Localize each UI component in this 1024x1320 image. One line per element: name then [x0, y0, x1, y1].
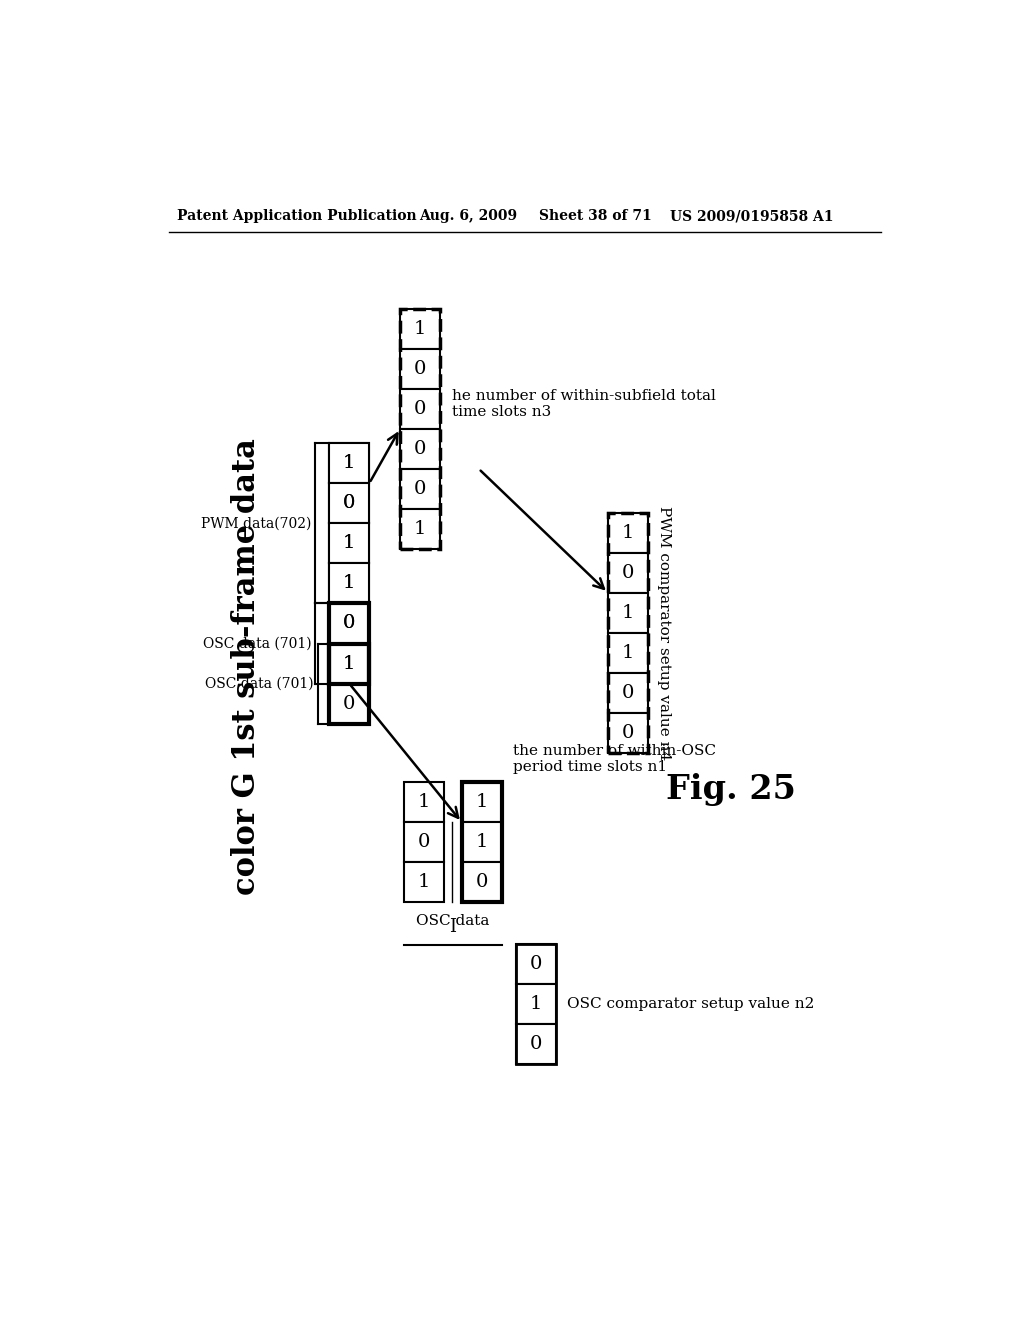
Bar — [330, 644, 370, 684]
Text: Fig. 25: Fig. 25 — [667, 774, 796, 807]
Text: I: I — [450, 917, 457, 936]
Text: 1: 1 — [529, 995, 542, 1012]
Text: 0: 0 — [622, 684, 634, 702]
Bar — [403, 862, 444, 903]
Bar — [608, 553, 648, 593]
Text: 1: 1 — [343, 574, 355, 593]
Text: OSC comparator setup value n2: OSC comparator setup value n2 — [567, 997, 814, 1011]
Text: 1: 1 — [622, 524, 634, 541]
Bar — [330, 684, 370, 723]
Bar — [400, 309, 440, 348]
Bar — [330, 644, 370, 723]
Bar — [330, 603, 370, 644]
Text: 1: 1 — [343, 535, 355, 552]
Text: PWM data(702): PWM data(702) — [201, 516, 311, 531]
Text: 1: 1 — [622, 603, 634, 622]
Text: Aug. 6, 2009: Aug. 6, 2009 — [419, 209, 517, 223]
Text: 0: 0 — [622, 723, 634, 742]
Bar — [608, 632, 648, 673]
Text: 0: 0 — [343, 615, 355, 632]
Bar — [462, 862, 502, 903]
Text: 0: 0 — [414, 479, 426, 498]
Text: 0: 0 — [529, 1035, 542, 1053]
Bar — [400, 469, 440, 508]
Text: 0: 0 — [343, 495, 355, 512]
Bar — [515, 1024, 556, 1064]
Text: 0: 0 — [622, 564, 634, 582]
Bar — [330, 524, 370, 564]
Text: 0: 0 — [343, 495, 355, 512]
Bar — [608, 512, 648, 752]
Bar — [400, 388, 440, 429]
Text: 0: 0 — [414, 400, 426, 417]
Text: 1: 1 — [343, 454, 355, 473]
Text: 1: 1 — [475, 793, 487, 810]
Text: 1: 1 — [418, 793, 430, 810]
Text: 0: 0 — [529, 954, 542, 973]
Text: 1: 1 — [414, 520, 426, 537]
Text: 0: 0 — [414, 359, 426, 378]
Text: 1: 1 — [343, 574, 355, 593]
Text: OSC data (701): OSC data (701) — [205, 677, 313, 690]
Bar — [330, 603, 370, 684]
Text: Sheet 38 of 71: Sheet 38 of 71 — [539, 209, 651, 223]
Bar — [403, 822, 444, 862]
Text: 1: 1 — [418, 874, 430, 891]
Bar — [608, 593, 648, 632]
Text: 1: 1 — [475, 833, 487, 851]
Bar — [330, 483, 370, 524]
Text: 0: 0 — [475, 874, 487, 891]
Bar — [608, 673, 648, 713]
Text: 1: 1 — [343, 454, 355, 473]
Bar — [608, 713, 648, 752]
Text: US 2009/0195858 A1: US 2009/0195858 A1 — [670, 209, 834, 223]
Bar — [400, 508, 440, 549]
Bar — [403, 781, 444, 822]
Bar — [462, 781, 502, 822]
Bar — [400, 348, 440, 388]
Bar — [462, 781, 502, 903]
Text: 1: 1 — [622, 644, 634, 661]
Bar — [330, 444, 370, 483]
Bar — [330, 644, 370, 684]
Text: OSC data: OSC data — [416, 913, 489, 928]
Bar — [462, 822, 502, 862]
Text: he number of within-subfield total
time slots n3: he number of within-subfield total time … — [452, 388, 716, 418]
Text: OSC data (701): OSC data (701) — [203, 636, 311, 651]
Bar — [330, 564, 370, 603]
Text: PWM comparator setup value n4: PWM comparator setup value n4 — [657, 506, 672, 760]
Bar — [330, 444, 370, 483]
Bar — [330, 483, 370, 524]
Bar — [515, 944, 556, 1064]
Bar — [330, 524, 370, 564]
Text: 0: 0 — [418, 833, 430, 851]
Text: 1: 1 — [343, 655, 355, 672]
Bar — [608, 512, 648, 553]
Text: 1: 1 — [343, 655, 355, 672]
Text: 1: 1 — [414, 319, 426, 338]
Text: 0: 0 — [343, 615, 355, 632]
Bar — [400, 309, 440, 549]
Text: Patent Application Publication: Patent Application Publication — [177, 209, 417, 223]
Text: 0: 0 — [343, 694, 355, 713]
Bar — [330, 564, 370, 603]
Text: color G 1st sub-frame data: color G 1st sub-frame data — [230, 438, 262, 895]
Text: 0: 0 — [414, 440, 426, 458]
Bar — [330, 603, 370, 644]
Bar — [515, 983, 556, 1024]
Text: 1: 1 — [343, 535, 355, 552]
Text: the number of within-OSC
period time slots n1: the number of within-OSC period time slo… — [513, 744, 716, 775]
Bar — [515, 944, 556, 983]
Bar — [400, 429, 440, 469]
